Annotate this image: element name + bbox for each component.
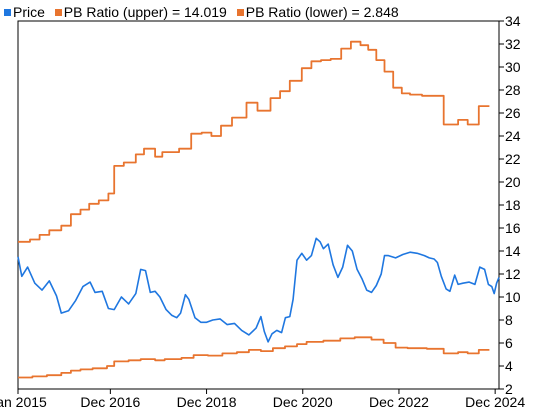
y-tick-label: 8: [505, 312, 513, 328]
y-tick-label: 22: [505, 151, 521, 167]
y-tick-label: 10: [505, 289, 521, 305]
y-tick-label: 30: [505, 59, 521, 75]
y-tick-label: 20: [505, 174, 521, 190]
x-tick-label: Dec 2016: [80, 394, 140, 410]
legend: Price PB Ratio (upper) = 14.019 PB Ratio…: [4, 4, 405, 20]
series-layer: [17, 40, 500, 379]
legend-label-pb-upper: PB Ratio (upper) = 14.019: [63, 4, 227, 20]
legend-item-pb-lower: PB Ratio (lower) = 2.848: [236, 4, 399, 20]
y-tick-label: 6: [505, 335, 513, 351]
legend-item-price: Price: [4, 4, 45, 20]
series-line-pb-ratio-upper-1: [18, 40, 490, 243]
y-tick-label: 12: [505, 266, 521, 282]
x-tick-label: Dec 2022: [369, 394, 429, 410]
y-tick-label: 14: [505, 243, 521, 259]
legend-label-pb-lower: PB Ratio (lower) = 2.848: [245, 4, 399, 20]
legend-swatch-price: [4, 9, 11, 16]
legend-swatch-pb-upper: [54, 9, 62, 16]
plot-area-frame: [17, 20, 500, 390]
legend-label-price: Price: [13, 4, 45, 20]
y-tick-label: 4: [505, 358, 513, 374]
series-line-pb-ratio-lower-2: [18, 336, 490, 379]
x-tick-label: Dec 2020: [273, 394, 333, 410]
y-tick-label: 28: [505, 82, 521, 98]
y-tick-label: 34: [505, 13, 521, 29]
x-tick-label: Jan 2015: [0, 394, 47, 410]
series-line-price: [17, 237, 500, 343]
y-tick-label: 32: [505, 36, 521, 52]
y-tick-label: 26: [505, 105, 521, 121]
x-tick-label: Dec 2024: [465, 394, 525, 410]
legend-swatch-pb-lower: [236, 9, 244, 16]
x-axis: Jan 2015 Dec 2016 Dec 2018 Dec 2020 Dec 2022…: [0, 389, 525, 410]
x-tick-label: Dec 2018: [177, 394, 237, 410]
y-tick-label: 2: [505, 381, 513, 397]
y-tick-label: 18: [505, 197, 521, 213]
y-tick-label: 24: [505, 128, 521, 144]
legend-item-pb-upper: PB Ratio (upper) = 14.019: [54, 4, 227, 20]
y-tick-label: 16: [505, 220, 521, 236]
